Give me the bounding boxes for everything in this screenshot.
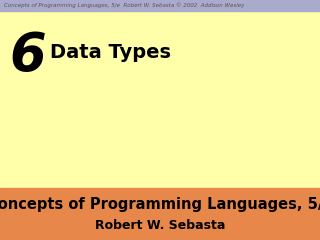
Text: Concepts of Programming Languages, 5/e  Robert W. Sebasta © 2002  Addison Wesley: Concepts of Programming Languages, 5/e R… — [4, 3, 244, 8]
Text: Concepts of Programming Languages, 5/e: Concepts of Programming Languages, 5/e — [0, 197, 320, 212]
Text: Robert W. Sebasta: Robert W. Sebasta — [95, 219, 225, 232]
Text: Data Types: Data Types — [50, 42, 171, 61]
Bar — [0, 188, 320, 240]
Bar — [0, 0, 320, 11]
Text: 6: 6 — [10, 30, 46, 82]
Bar — [0, 11, 320, 188]
